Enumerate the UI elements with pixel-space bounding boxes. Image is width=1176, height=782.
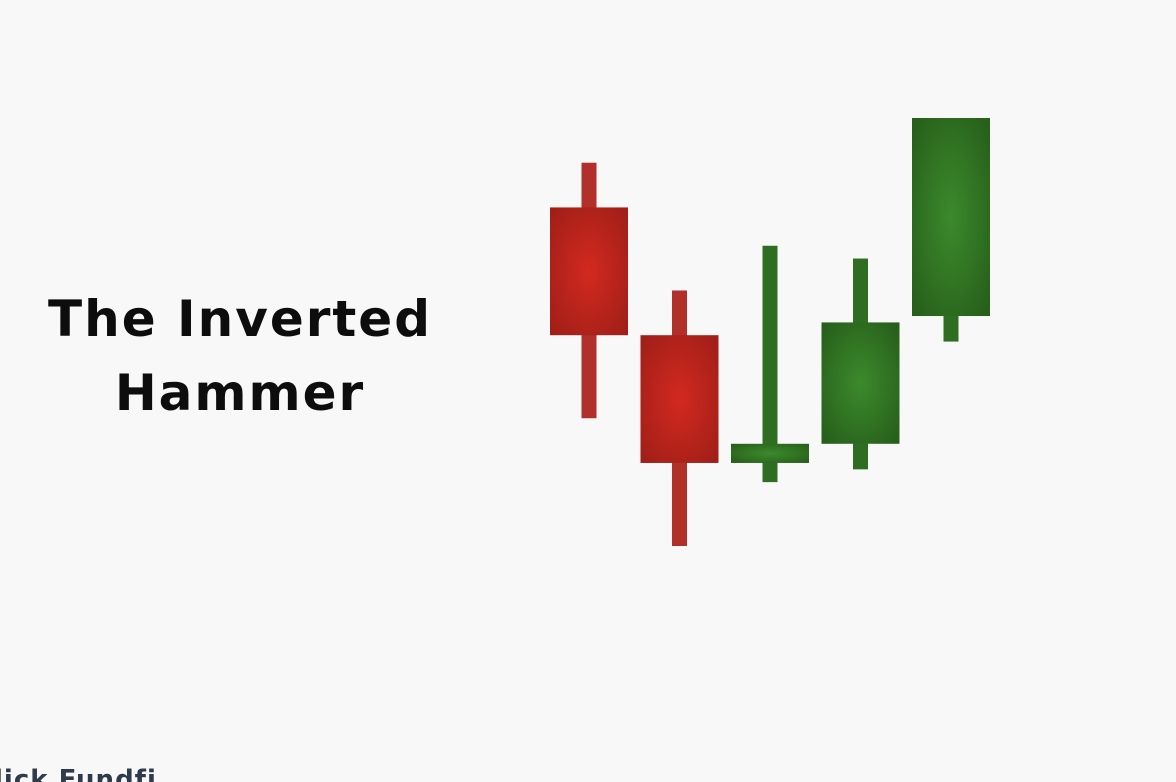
candle-5 xyxy=(912,118,990,342)
candle-3-body xyxy=(731,443,809,463)
caption-text: lick Fundfi xyxy=(0,765,157,782)
candle-3 xyxy=(731,245,809,483)
candle-3-wick xyxy=(762,245,778,483)
title-line-1: The Inverted xyxy=(48,290,432,348)
candle-5-body xyxy=(912,118,990,317)
title-line-2: Hammer xyxy=(114,364,366,422)
candle-4-body xyxy=(821,322,900,444)
candle-1 xyxy=(550,162,628,419)
candle-4 xyxy=(821,258,900,470)
candles-group xyxy=(550,118,990,546)
candle-1-body xyxy=(550,207,628,336)
candle-2-body xyxy=(640,335,719,463)
candle-2 xyxy=(640,290,719,546)
chart-title: The Inverted Hammer xyxy=(40,282,440,430)
